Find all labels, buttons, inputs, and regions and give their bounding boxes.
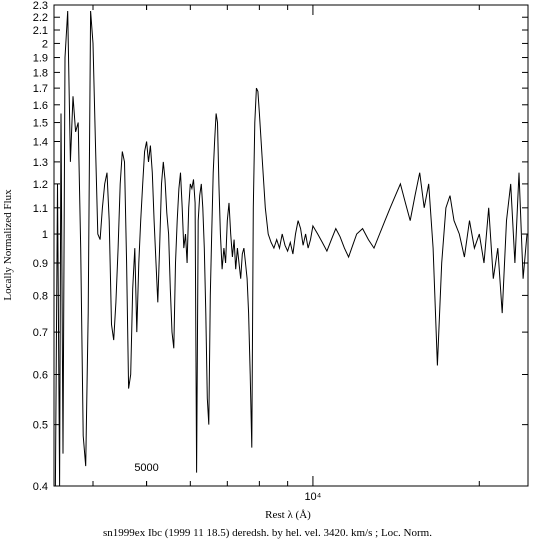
y-tick-label: 1.8 xyxy=(33,67,48,79)
y-tick-label: 0.9 xyxy=(33,258,48,270)
y-tick-label: 2 xyxy=(42,38,48,50)
x-axis-ticks xyxy=(92,5,480,486)
y-tick-label: 0.8 xyxy=(33,290,48,302)
x-tick-label: 10⁴ xyxy=(304,491,321,503)
plot-frame xyxy=(53,4,529,487)
y-tick-label: 1.4 xyxy=(33,137,48,149)
y-tick-label: 1.5 xyxy=(33,118,48,130)
y-tick-label: 2.2 xyxy=(33,12,48,24)
y-tick-label: 0.7 xyxy=(33,327,48,339)
x-tick-label: 5000 xyxy=(134,462,158,474)
y-tick-label: 0.4 xyxy=(33,481,48,493)
y-tick-label: 2.1 xyxy=(33,25,48,37)
y-tick-label: 2.3 xyxy=(33,0,48,12)
x-axis-tick-labels: 5000 10⁴ xyxy=(134,462,321,503)
y-tick-label: 0.5 xyxy=(33,420,48,432)
y-tick-label: 1.9 xyxy=(33,53,48,65)
y-axis-tick-labels: 0.4 0.5 0.6 0.7 0.8 0.9 1 1.1 1.2 1.3 1.4 1.5 1.6 1.7… xyxy=(33,0,48,493)
y-tick-label: 1.3 xyxy=(33,157,48,169)
y-tick-label: 1.7 xyxy=(33,83,48,95)
x-axis-label: Rest λ (Å) xyxy=(265,509,311,521)
y-tick-label: 1.2 xyxy=(33,179,48,191)
y-axis-label: Locally Normalized Flux xyxy=(2,189,14,301)
y-tick-label: 0.6 xyxy=(33,370,48,382)
y-tick-label: 1 xyxy=(42,229,48,241)
y-tick-label: 1.6 xyxy=(33,100,48,112)
figure-caption: sn1999ex Ibc (1999 11 18.5) deredsh. by … xyxy=(103,527,432,539)
spectrum-series-line xyxy=(54,10,528,487)
y-tick-label: 1.1 xyxy=(33,203,48,215)
